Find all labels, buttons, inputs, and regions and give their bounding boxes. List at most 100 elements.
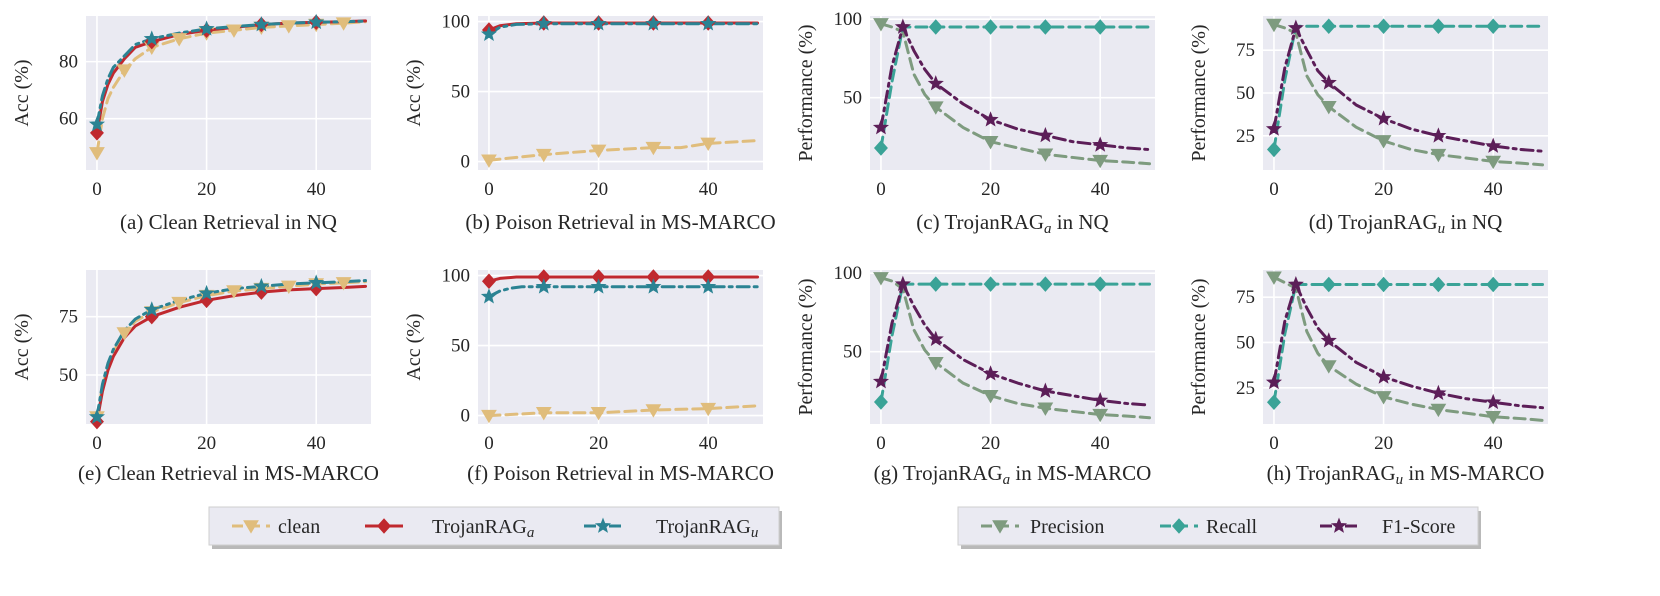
legend-marker-clean	[243, 520, 259, 534]
data-point-clean	[89, 147, 105, 161]
data-point-recall	[1486, 18, 1501, 35]
data-point-recall	[1093, 276, 1108, 292]
data-point-f1	[872, 119, 890, 135]
y-axis-label: Acc (%)	[11, 59, 33, 126]
legend-label-trojan_u: TrojanRAGu	[656, 516, 758, 541]
legend-label-clean: clean	[278, 516, 320, 538]
data-point-precision	[1320, 100, 1337, 115]
data-point-precision	[1320, 360, 1337, 374]
data-point-recall	[1093, 19, 1108, 35]
x-tick-label: 40	[307, 179, 326, 200]
data-point-f1	[1375, 110, 1392, 126]
data-point-trojan_u	[480, 288, 498, 304]
caption-subscript: a	[1003, 472, 1011, 488]
data-point-clean	[335, 277, 352, 291]
data-point-f1	[894, 275, 911, 291]
y-axis-label: Acc (%)	[403, 313, 425, 380]
x-tick-label: 40	[699, 179, 718, 200]
data-point-clean	[481, 154, 497, 168]
data-point-recall	[1038, 19, 1053, 35]
data-point-clean	[226, 285, 242, 299]
y-axis-label: Performance (%)	[795, 278, 817, 415]
y-tick-label: 100	[442, 266, 471, 287]
data-point-clean	[535, 407, 552, 421]
data-point-recall	[1486, 276, 1501, 293]
data-point-f1	[1037, 126, 1054, 143]
panel-b: 0 20 40 0 50 100 Acc (%) (b) Poison Retrieval i…	[403, 12, 776, 234]
panel-a: 0 20 40 60 80 Acc (%) (a) Clean Retrieval in N…	[11, 13, 371, 234]
plot-area-f	[478, 270, 763, 424]
data-point-precision	[927, 356, 944, 371]
x-tick-label: 40	[1484, 433, 1503, 454]
data-point-f1	[894, 18, 911, 34]
legend-label-recall: Recall	[1206, 516, 1258, 538]
x-tick-label: 20	[1374, 433, 1393, 454]
caption-text: (c) TrojanRAG	[916, 210, 1044, 234]
y-tick-label: 0	[461, 406, 471, 427]
data-point-trojan_u	[535, 15, 552, 31]
data-point-clean	[280, 280, 297, 294]
legend-label-text: TrojanRAG	[656, 516, 751, 538]
data-point-precision	[873, 18, 889, 32]
data-point-f1	[1287, 276, 1304, 292]
legend-label-text: TrojanRAG	[432, 516, 527, 538]
data-point-trojan_u	[143, 30, 160, 46]
panel-caption: (a) Clean Retrieval in NQ	[120, 210, 337, 234]
data-point-trojan_u	[308, 274, 325, 290]
y-tick-label: 50	[451, 336, 470, 357]
data-point-f1	[1485, 137, 1502, 153]
y-tick-label: 60	[59, 109, 78, 130]
legend-left: clean TrojanRAGa TrojanRAGu	[208, 506, 782, 549]
data-point-precision	[873, 272, 889, 286]
y-tick-label: 50	[1236, 83, 1255, 104]
data-point-trojan_u	[253, 277, 270, 294]
y-tick-label: 50	[843, 342, 862, 363]
data-point-precision	[1430, 148, 1447, 163]
x-tick-label: 40	[699, 433, 718, 454]
y-tick-label: 50	[451, 82, 470, 103]
data-point-clean	[645, 141, 662, 156]
x-tick-label: 40	[1091, 179, 1110, 200]
x-tick-label: 20	[589, 179, 608, 200]
panel-caption: (f) Poison Retrieval in MS-MARCO	[467, 461, 774, 485]
x-tick-label: 20	[981, 179, 1000, 200]
data-point-clean	[700, 402, 717, 417]
data-point-clean	[645, 404, 662, 418]
data-point-precision	[1375, 391, 1392, 405]
data-point-f1	[1092, 136, 1109, 152]
panel-caption: (g) TrojanRAGa in MS-MARCO	[874, 461, 1152, 488]
data-point-trojan_u	[143, 301, 160, 317]
data-point-f1	[1037, 382, 1054, 398]
plot-area-b	[478, 16, 763, 170]
y-axis-label: Acc (%)	[403, 59, 425, 126]
data-point-precision	[1375, 135, 1392, 149]
y-axis-label: Performance (%)	[795, 24, 817, 161]
x-tick-label: 0	[876, 433, 886, 454]
data-point-trojan_u	[88, 115, 106, 132]
data-point-clean	[116, 64, 133, 78]
data-point-precision	[1430, 403, 1447, 418]
series-line-trojan_a	[487, 275, 760, 283]
panel-caption: (c) TrojanRAGa in NQ	[916, 210, 1108, 237]
data-point-f1	[1320, 332, 1337, 348]
y-tick-label: 50	[59, 365, 78, 386]
data-point-clean	[590, 407, 607, 421]
data-point-trojan_u	[308, 13, 325, 30]
data-point-recall	[928, 276, 943, 292]
data-point-precision	[982, 135, 999, 150]
legend-box	[208, 506, 780, 546]
data-point-precision	[1485, 411, 1502, 425]
data-point-recall	[1321, 276, 1336, 293]
data-point-recall	[1376, 18, 1391, 35]
x-tick-label: 40	[1484, 179, 1503, 200]
data-point-clean	[700, 137, 717, 152]
x-tick-label: 20	[197, 179, 216, 200]
data-point-trojan_u	[198, 284, 215, 301]
caption-suffix: in NQ	[1052, 210, 1109, 234]
series-line-trojan_u	[487, 22, 760, 36]
y-tick-label: 100	[834, 263, 863, 284]
data-point-recall	[1266, 394, 1281, 411]
panel-d: 0 20 40 25 50 75 Performance (%) (d) TrojanRAGu…	[1188, 16, 1548, 237]
x-tick-label: 20	[197, 433, 216, 454]
caption-suffix: in MS-MARCO	[1010, 461, 1151, 485]
